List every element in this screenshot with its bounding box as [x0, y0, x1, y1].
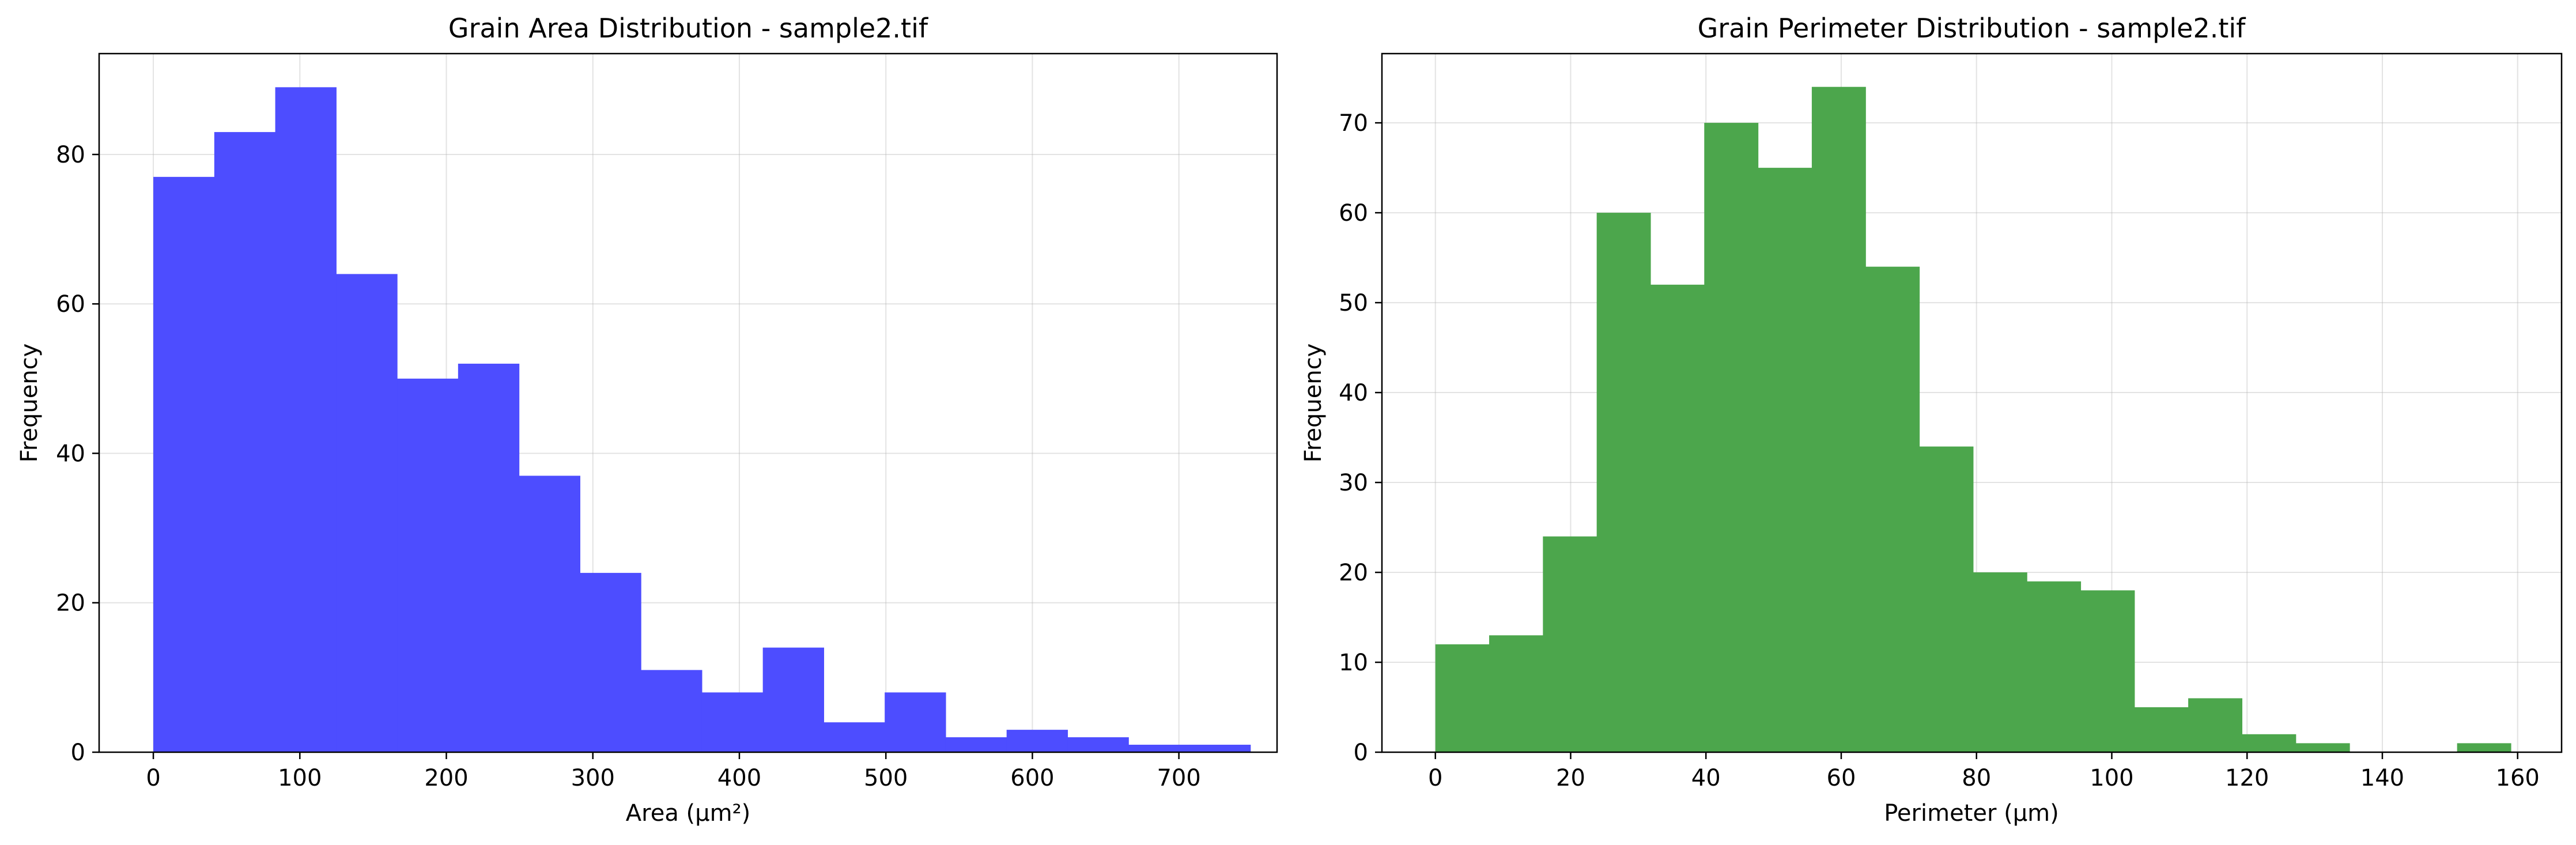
- y-tick-label: 60: [56, 291, 85, 318]
- histogram-bar: [1067, 737, 1129, 752]
- ticks: 0 100 200 300 400 500 600 700 0 20 40 60 80: [56, 142, 1201, 791]
- y-tick-label: 0: [71, 740, 85, 766]
- histogram-bar: [2457, 743, 2511, 752]
- x-axis-label: Perimeter (µm): [1884, 800, 2059, 827]
- histogram-bar: [1435, 644, 1490, 752]
- histogram-bar: [824, 722, 885, 752]
- y-tick-label: 20: [1339, 560, 1368, 586]
- y-tick-label: 50: [1339, 290, 1368, 316]
- y-tick-label: 0: [1354, 740, 1368, 766]
- histogram-bar: [1543, 536, 1597, 752]
- plot-frame: [1381, 52, 2563, 753]
- bars: [153, 87, 1251, 753]
- y-axis-label: Frequency: [16, 344, 43, 463]
- ticks: 0 20 40 60 80 100 120 140 160 0 10 20 30 40 50 60 70: [1339, 110, 2540, 791]
- perimeter-histogram-panel: 0 20 40 60 80 100 120 140 160 0 10 20 30 40 50 60 70 Gra…: [1300, 13, 2563, 827]
- histogram-bar: [1704, 123, 1759, 752]
- x-tick-label: 400: [717, 765, 761, 791]
- histogram-bar: [1758, 168, 1812, 753]
- y-tick-label: 40: [1339, 380, 1368, 406]
- histogram-bar: [1973, 572, 2027, 752]
- histogram-bar: [1128, 745, 1190, 752]
- histogram-bar: [275, 87, 337, 753]
- histogram-bar: [397, 378, 459, 752]
- histogram-bar: [1189, 745, 1251, 752]
- histogram-bar: [2188, 698, 2243, 752]
- histogram-bar: [2027, 581, 2082, 752]
- x-tick-label: 80: [1962, 765, 1991, 791]
- histogram-bar: [2080, 590, 2135, 752]
- histogram-bar: [1919, 446, 1974, 752]
- x-tick-label: 100: [278, 765, 322, 791]
- histogram-bar: [641, 670, 702, 752]
- histogram-bar: [336, 274, 398, 752]
- histogram-bar: [1489, 635, 1543, 752]
- chart-title: Grain Area Distribution - sample2.tif: [448, 13, 929, 44]
- histogram-bar: [2134, 707, 2189, 752]
- y-axis-label: Frequency: [1300, 344, 1327, 463]
- histogram-bar: [153, 176, 215, 753]
- x-tick-label: 140: [2360, 765, 2404, 791]
- y-tick-label: 70: [1339, 110, 1368, 137]
- histogram-bar: [1865, 266, 1920, 752]
- histogram-bar: [1596, 213, 1651, 752]
- histogram-bar: [701, 692, 764, 752]
- y-tick-label: 60: [1339, 200, 1368, 227]
- x-tick-label: 160: [2496, 765, 2540, 791]
- y-tick-label: 80: [56, 142, 85, 168]
- plot-frame: [98, 52, 1278, 753]
- x-tick-label: 500: [864, 765, 908, 791]
- x-tick-label: 700: [1157, 765, 1200, 791]
- y-tick-label: 20: [56, 590, 85, 617]
- y-tick-label: 30: [1339, 470, 1368, 496]
- histogram-bar: [580, 572, 641, 752]
- x-tick-label: 600: [1010, 765, 1054, 791]
- x-tick-label: 300: [571, 765, 615, 791]
- x-axis-label: Area (µm²): [626, 800, 750, 827]
- histogram-bar: [885, 692, 946, 752]
- area-histogram-panel: 0 100 200 300 400 500 600 700 0 20 40 60 80 Grain Ar…: [16, 13, 1278, 827]
- chart-title: Grain Perimeter Distribution - sample2.t…: [1698, 13, 2247, 44]
- y-tick-label: 10: [1339, 650, 1368, 676]
- histogram-bar: [458, 363, 520, 752]
- x-tick-label: 0: [146, 765, 160, 791]
- bars: [1435, 86, 2511, 753]
- x-tick-label: 20: [1556, 765, 1585, 791]
- histogram-bar: [519, 476, 580, 752]
- x-tick-label: 200: [424, 765, 468, 791]
- histogram-bar: [2295, 743, 2350, 752]
- x-tick-label: 100: [2090, 765, 2133, 791]
- histogram-bar: [1811, 86, 1866, 753]
- histogram-bar: [214, 132, 276, 753]
- x-tick-label: 120: [2225, 765, 2269, 791]
- x-tick-label: 40: [1691, 765, 1721, 791]
- x-tick-label: 0: [1428, 765, 1442, 791]
- histogram-bar: [762, 647, 825, 752]
- histogram-bar: [945, 737, 1007, 752]
- histogram-bar: [1006, 730, 1068, 752]
- histogram-bar: [1650, 284, 1705, 752]
- histogram-bar: [2242, 734, 2297, 752]
- y-tick-label: 40: [56, 440, 85, 467]
- x-tick-label: 60: [1827, 765, 1856, 791]
